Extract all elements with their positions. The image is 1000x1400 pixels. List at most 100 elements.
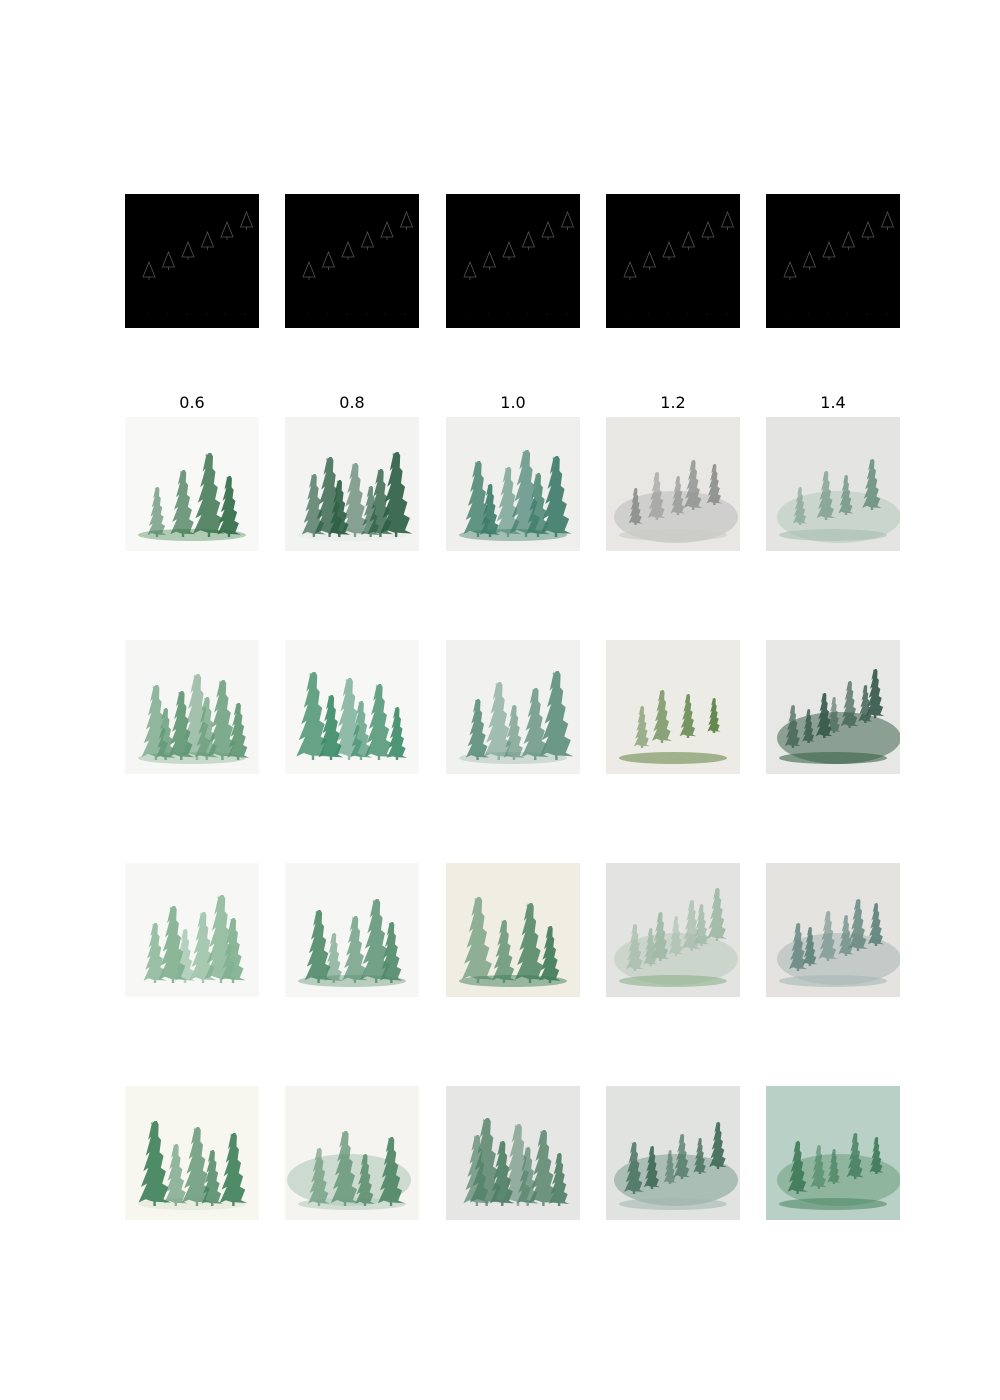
svg-text:·: · — [405, 312, 407, 318]
tree-outline-shape — [399, 210, 414, 230]
pine-tree-shape — [377, 1137, 405, 1206]
control-edge-map-1.4: · · · · · · — [766, 194, 900, 328]
tree-outline-shape — [802, 250, 817, 270]
pine-tree-shape — [503, 705, 525, 760]
control-edge-map-0.6: · · · · · · — [125, 194, 259, 328]
pine-tree-shape — [147, 487, 167, 537]
pine-tree-shape — [816, 471, 836, 520]
column-label-0.8: 0.8 — [339, 393, 365, 412]
svg-text:·: · — [726, 312, 728, 318]
pine-tree-shape — [663, 1150, 677, 1184]
pine-tree-shape — [182, 1127, 212, 1206]
svg-text:·: · — [667, 312, 669, 318]
tree-outline-shape — [822, 240, 836, 260]
pine-tree-shape — [484, 682, 514, 760]
pine-tree-shape — [380, 452, 413, 537]
pine-tree-shape — [802, 709, 815, 743]
pine-tree-shape — [164, 1144, 188, 1206]
pine-tree-shape — [318, 695, 344, 760]
pine-tree-shape — [330, 1131, 360, 1206]
pine-tree-shape — [818, 911, 838, 961]
svg-text:·: · — [507, 312, 509, 318]
svg-text:·: · — [546, 312, 548, 318]
column-label-1.4: 1.4 — [820, 393, 846, 412]
sample-image-r2-c2 — [285, 640, 419, 774]
pine-tree-shape — [340, 463, 370, 537]
sample-image-r1-c3 — [446, 417, 580, 551]
pine-tree-shape — [301, 474, 326, 537]
sample-image-r1-c4 — [606, 417, 740, 551]
pine-tree-shape — [707, 698, 721, 733]
svg-text:·: · — [847, 312, 849, 318]
svg-text:·: · — [566, 312, 568, 318]
pine-tree-shape — [848, 899, 868, 951]
control-edge-map-0.8: · · · · · · — [285, 194, 419, 328]
sample-image-r4-c4 — [606, 1086, 740, 1220]
pine-tree-shape — [304, 910, 333, 983]
pine-tree-shape — [869, 1137, 884, 1174]
control-edge-map-1.0: · · · · · · — [446, 194, 580, 328]
pine-tree-shape — [628, 488, 643, 525]
pine-tree-shape — [174, 929, 196, 983]
svg-text:·: · — [346, 312, 348, 318]
pine-tree-shape — [827, 1149, 841, 1184]
sample-image-r2-c5 — [766, 640, 900, 774]
pine-tree-shape — [706, 464, 723, 505]
svg-text:·: · — [488, 312, 490, 318]
svg-text:·: · — [866, 312, 868, 318]
tree-outline-shape — [463, 260, 477, 280]
sample-image-r1-c1 — [125, 417, 259, 551]
pine-tree-shape — [296, 672, 330, 760]
sample-image-r3-c2 — [285, 863, 419, 997]
pine-tree-shape — [143, 923, 167, 983]
tree-outline-shape — [783, 260, 797, 280]
tree-outline-shape — [482, 250, 497, 270]
svg-text:·: · — [468, 312, 470, 318]
sample-image-r4-c2 — [285, 1086, 419, 1220]
pine-tree-shape — [539, 671, 574, 760]
tree-outline-shape — [701, 220, 715, 240]
pine-tree-shape — [155, 708, 176, 760]
pine-tree-shape — [539, 926, 561, 983]
tree-outline-shape — [142, 260, 156, 280]
pine-tree-shape — [207, 680, 238, 760]
pine-tree-shape — [492, 920, 516, 983]
pine-tree-shape — [479, 484, 501, 537]
pine-tree-shape — [308, 1148, 330, 1206]
pine-tree-shape — [827, 697, 841, 733]
pine-tree-shape — [788, 923, 808, 971]
sample-image-r3-c4 — [606, 863, 740, 997]
svg-text:·: · — [225, 312, 227, 318]
tree-outline-shape — [841, 230, 856, 250]
sample-image-r3-c5 — [766, 863, 900, 997]
sample-image-r4-c1 — [125, 1086, 259, 1220]
sample-image-r3-c3 — [446, 863, 580, 997]
column-label-1.0: 1.0 — [500, 393, 526, 412]
tree-outline-shape — [321, 250, 336, 270]
pine-tree-shape — [840, 681, 859, 728]
pine-tree-shape — [647, 472, 666, 520]
pine-tree-shape — [679, 694, 697, 738]
pine-tree-shape — [227, 703, 249, 760]
svg-text:·: · — [206, 312, 208, 318]
pine-tree-shape — [220, 918, 246, 983]
pine-tree-shape — [328, 480, 351, 537]
pine-tree-shape — [862, 459, 882, 510]
pine-tree-shape — [360, 899, 393, 983]
column-label-1.2: 1.2 — [660, 393, 686, 412]
pine-tree-shape — [625, 924, 644, 971]
pine-tree-shape — [342, 916, 368, 983]
sample-image-r1-c5 — [766, 417, 900, 551]
pine-tree-shape — [525, 473, 551, 537]
tree-outline-shape — [220, 220, 234, 240]
tree-outline-shape — [181, 240, 195, 260]
tree-outline-shape — [623, 260, 637, 280]
pine-tree-shape — [651, 912, 670, 961]
pine-tree-shape — [138, 1121, 171, 1206]
pine-tree-shape — [514, 903, 546, 983]
pine-tree-shape — [494, 467, 522, 537]
svg-text:·: · — [167, 312, 169, 318]
pine-tree-shape — [516, 1147, 539, 1206]
tree-outline-shape — [239, 210, 254, 230]
pine-tree-shape — [865, 669, 885, 718]
